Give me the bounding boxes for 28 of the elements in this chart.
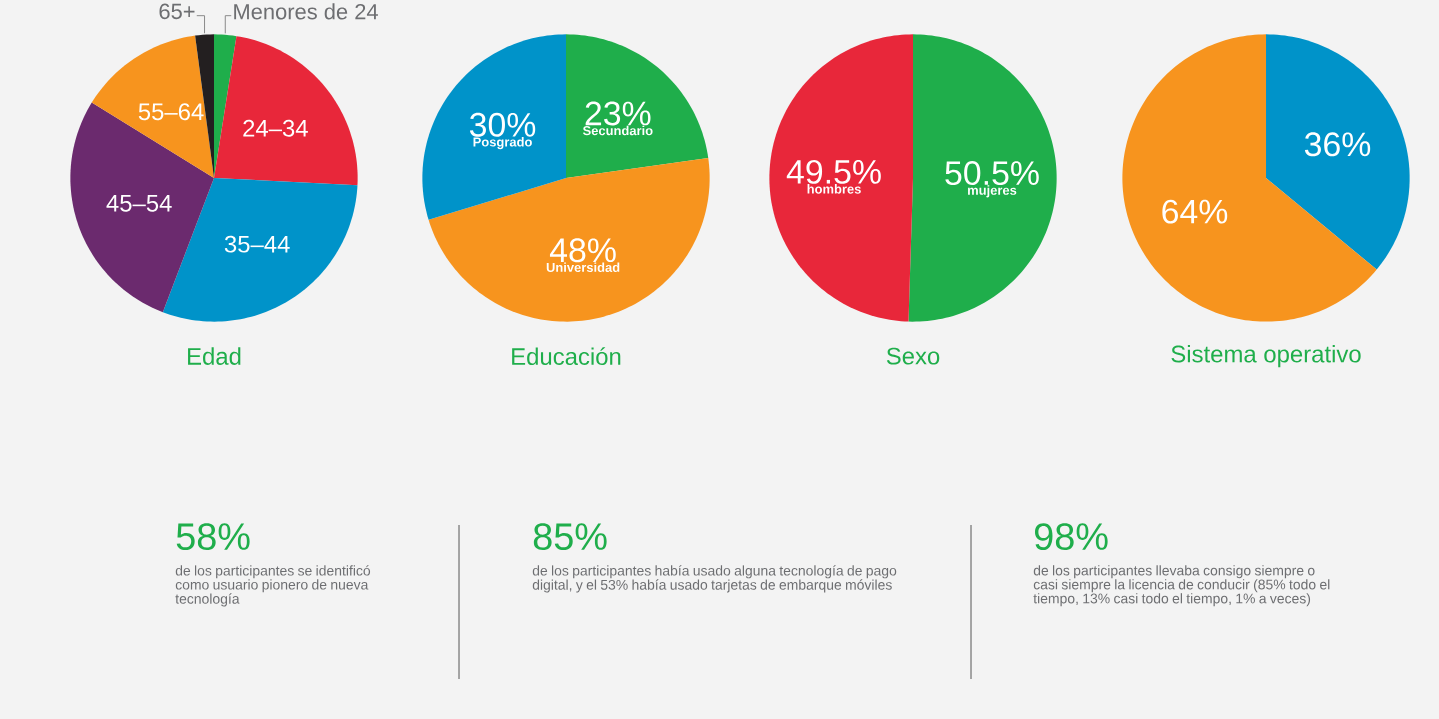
slice-label: hombres	[807, 184, 861, 194]
data-label: 30%	[469, 112, 536, 137]
text: 85%	[533, 523, 607, 551]
slice-label: 35–44	[224, 235, 290, 253]
slice-label: 65+	[159, 3, 195, 20]
data-label: 50.5%	[945, 161, 1039, 186]
slice-label: 24–34	[243, 119, 308, 137]
text: 98%	[1034, 523, 1108, 551]
text: de los participantes se identificó como usuario pionero de nueva tecnología	[175, 565, 371, 607]
slice-label: 55–64	[138, 103, 204, 121]
text: 58%	[176, 523, 250, 551]
slice-label: Menores de 24	[234, 3, 378, 20]
data-label: 23%	[585, 101, 651, 126]
slice-label: Secundario	[582, 125, 653, 136]
slice-label: 45–54	[106, 195, 172, 212]
slice-label: mujeres	[968, 185, 1017, 198]
data-label: 48%	[549, 238, 616, 263]
text: Sistema operativo	[1171, 344, 1361, 368]
text: Edad	[188, 347, 241, 365]
data-label: 36%	[1304, 132, 1371, 157]
text: de los participantes llevaba consigo siempre o casi siempre la licencia de conducir (85% todo el tiempo, 13% casi todo el tiempo, 1% a veces)	[1033, 565, 1330, 607]
data-label: 64%	[1162, 199, 1228, 224]
slice-label: Posgrado	[473, 137, 532, 150]
slice-label: Universidad	[546, 262, 620, 272]
text: Educación	[512, 347, 621, 366]
text: de los participantes había usado alguna tecnología de pago digital, y el 53% había usado tarjetas de embarque móviles	[532, 565, 897, 593]
data-label: 49.5%	[786, 159, 881, 184]
text: Sexo	[886, 347, 940, 365]
